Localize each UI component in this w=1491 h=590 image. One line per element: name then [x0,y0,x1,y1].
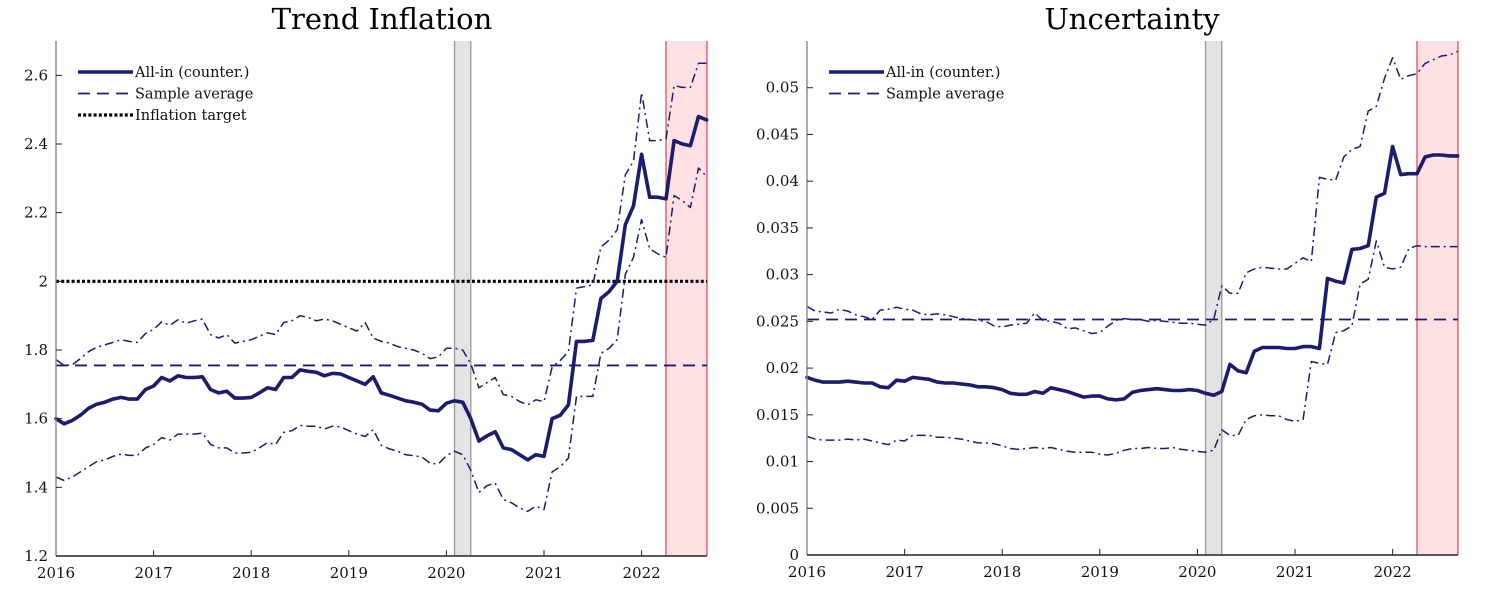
legend-label: Sample average [135,87,253,103]
x-tick-label: 2022 [1374,563,1412,581]
y-tick-label: 2.4 [24,135,48,153]
legend-label: All-in (counter.) [134,65,249,81]
y-tick-label: 2 [38,272,48,290]
x-tick-label: 2022 [623,564,661,582]
x-tick-label: 2019 [330,564,368,582]
x-tick-label: 2017 [135,564,173,582]
lower-band-series-line [55,167,708,513]
x-tick-label: 2020 [427,564,465,582]
x-tick-label: 2016 [37,564,75,582]
y-tick-label: 1.2 [24,547,48,565]
y-tick-label: 0.015 [756,406,799,424]
y-tick-label: 0.045 [756,125,799,143]
upper-band-series-line [806,50,1459,335]
x-tick-label: 2016 [788,563,826,581]
chart-title: Uncertainty [1044,2,1220,36]
x-tick-label: 2017 [886,563,924,581]
x-tick-label: 2020 [1178,563,1216,581]
x-tick-label: 2019 [1081,563,1119,581]
all-in-counter--series-line [805,144,1460,402]
trend-inflation-panel: Trend Inflation 2016 2017 2018 2019 2020 2021… [24,2,709,582]
legend-label: Inflation target [135,108,247,124]
x-tick-label: 2021 [525,564,563,582]
y-tick-label: 2.6 [24,66,48,84]
y-tick-label: 2.2 [24,204,48,222]
y-tick-label: 0.05 [766,79,799,97]
legend-label: All-in (counter.) [885,65,1000,81]
lower-band-series-line [806,240,1458,456]
x-tick-label: 2018 [232,564,270,582]
x-tick-label: 2018 [983,563,1021,581]
y-tick-label: 0.03 [766,266,799,284]
y-tick-label: 0.035 [756,219,799,237]
y-tick-label: 1.6 [24,410,48,428]
covid-shaded-region [454,41,471,556]
x-tick-label: 2021 [1276,563,1314,581]
covid-shaded-region [1205,41,1222,555]
y-tick-label: 1.4 [24,478,48,496]
y-tick-label: 0.01 [766,453,799,471]
forecast-shaded-region [666,41,707,556]
y-tick-label: 1.8 [24,341,48,359]
all-in-counter--series-line [54,114,709,462]
y-tick-label: 0.04 [766,172,799,190]
y-tick-label: 0.025 [756,312,799,330]
y-tick-label: 0.005 [756,499,799,517]
chart-title: Trend Inflation [272,2,493,36]
legend-label: Sample average [886,87,1004,103]
uncertainty-panel: Uncertainty 2016 2017 2018 2019 2020 2021 2022… [756,2,1460,581]
y-tick-label: 0 [789,546,799,564]
forecast-shaded-region [1417,41,1458,555]
y-tick-label: 0.02 [766,359,799,377]
upper-band-series-line [55,62,707,406]
